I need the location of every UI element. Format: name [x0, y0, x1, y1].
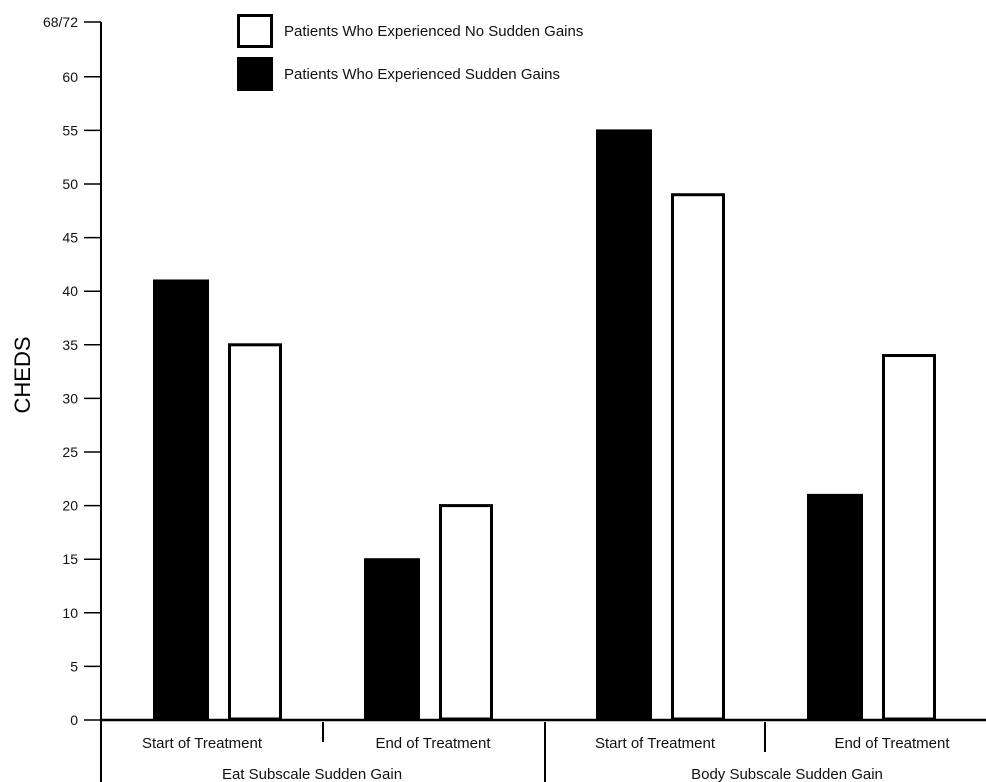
subgroup-label: Start of Treatment	[595, 735, 716, 752]
legend: Patients Who Experienced No Sudden Gains…	[237, 14, 583, 91]
legend-label: Patients Who Experienced No Sudden Gains	[284, 23, 583, 40]
y-tick-label: 60	[62, 69, 78, 85]
bar-sudden-gains	[364, 558, 420, 722]
group-label: Body Subscale Sudden Gain	[691, 766, 883, 782]
legend-label: Patients Who Experienced Sudden Gains	[284, 66, 560, 83]
subgroup-label: End of Treatment	[834, 735, 950, 752]
y-tick-label: 5	[70, 658, 78, 674]
subgroup-label: Start of Treatment	[142, 735, 263, 752]
bar-no-sudden-gains	[228, 343, 282, 721]
legend-swatch-no-sudden	[237, 14, 273, 48]
y-axis: 0 5 10 15 20 25 30 35 40 45 50 55 60 68/72	[43, 14, 102, 782]
y-tick-label-top: 68/72	[43, 14, 78, 30]
bars	[153, 129, 936, 722]
x-axis: Start of Treatment End of Treatment Start …	[101, 718, 986, 782]
subgroup-label: End of Treatment	[375, 735, 491, 752]
y-tick-label: 40	[62, 283, 78, 299]
y-tick-label: 15	[62, 551, 78, 567]
legend-swatch-sudden	[237, 57, 273, 91]
y-tick-label: 0	[70, 712, 78, 728]
bar-sudden-gains	[596, 129, 652, 721]
bar-sudden-gains	[153, 279, 209, 721]
y-tick-label: 35	[62, 337, 78, 353]
y-tick-label: 50	[62, 176, 78, 192]
bar-no-sudden-gains	[882, 354, 936, 721]
y-tick-label: 25	[62, 444, 78, 460]
y-axis-label: CHEDS	[10, 336, 35, 413]
y-tick-label: 45	[62, 230, 78, 246]
y-tick-label: 20	[62, 498, 78, 514]
bar-sudden-gains	[807, 493, 863, 721]
y-tick-label: 10	[62, 605, 78, 621]
bar-no-sudden-gains	[671, 193, 725, 721]
y-tick-label: 30	[62, 390, 78, 406]
y-tick-label: 55	[62, 122, 78, 138]
bar-no-sudden-gains	[439, 504, 493, 721]
group-label: Eat Subscale Sudden Gain	[222, 766, 402, 782]
